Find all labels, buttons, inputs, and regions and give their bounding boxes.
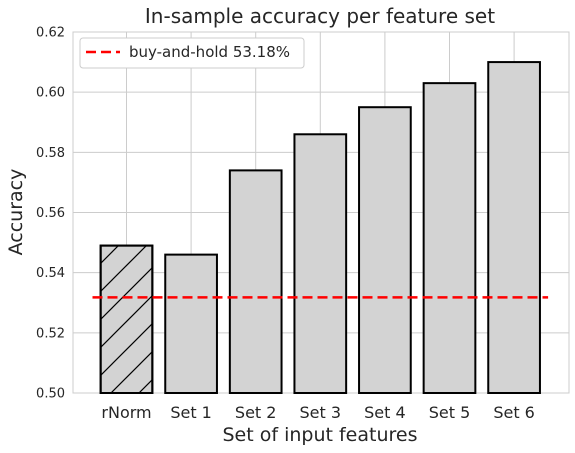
- bar-set-5: [422, 82, 477, 395]
- legend-box: [79, 37, 305, 69]
- y-axis-label: Accuracy: [5, 169, 27, 256]
- x-tick-label: Set 2: [235, 403, 277, 422]
- x-tick-label: Set 6: [493, 403, 535, 422]
- x-axis-ticks: rNorm Set 1 Set 2 Set 3 Set 4 Set 5 Set 6: [101, 403, 534, 422]
- y-tick-label: 0.54: [36, 266, 65, 281]
- bar-set-1: [164, 253, 218, 394]
- x-tick-label: Set 3: [300, 403, 342, 422]
- x-tick-label: rNorm: [101, 403, 151, 422]
- x-tick-label: Set 4: [364, 403, 406, 422]
- bar-hatch: [99, 244, 154, 394]
- y-tick-label: 0.50: [36, 387, 65, 402]
- bar-set-4: [358, 106, 412, 394]
- y-tick-label: 0.62: [36, 26, 65, 41]
- bar-set-6: [487, 61, 541, 394]
- legend: buy-and-hold 53.18%: [79, 37, 305, 69]
- legend-label: buy-and-hold 53.18%: [129, 43, 290, 61]
- bar-set-3: [293, 133, 348, 395]
- x-axis-label: Set of input features: [222, 424, 417, 446]
- y-tick-label: 0.58: [36, 146, 65, 161]
- y-tick-label: 0.52: [36, 326, 65, 341]
- y-tick-label: 0.60: [36, 86, 65, 101]
- bar-set-2: [228, 169, 283, 394]
- y-tick-label: 0.56: [36, 206, 65, 221]
- x-tick-label: Set 5: [429, 403, 471, 422]
- chart-title: In-sample accuracy per feature set: [145, 4, 495, 28]
- bars: [99, 61, 541, 395]
- y-axis-ticks: 0.50 0.52 0.54 0.56 0.58 0.60 0.62: [36, 26, 65, 402]
- x-tick-label: Set 1: [170, 403, 212, 422]
